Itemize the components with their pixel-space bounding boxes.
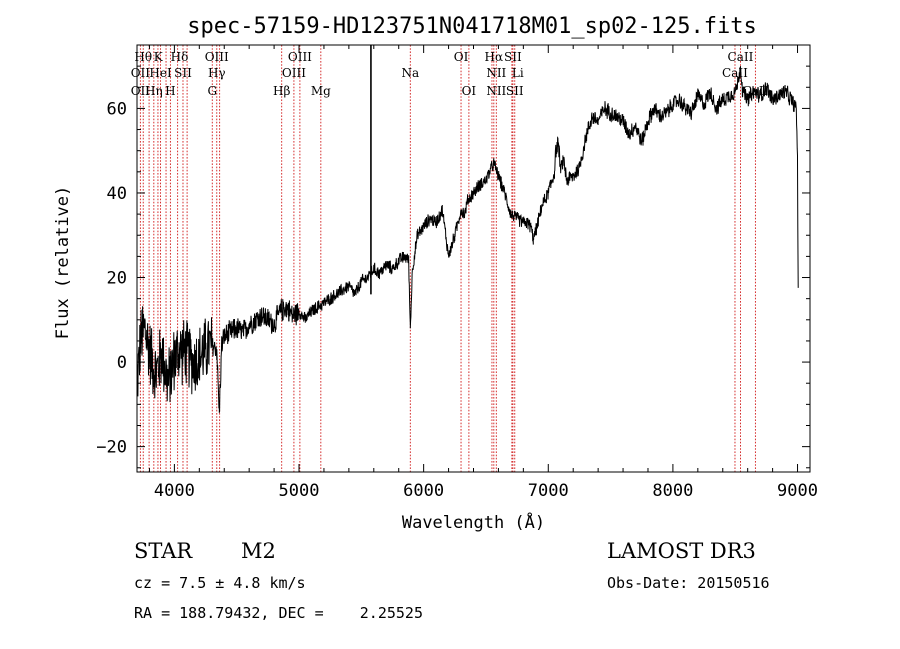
x-tick-label-5: 9000 [777,481,818,501]
spectral-line-markers [139,45,756,472]
obs-date: Obs-Date: 20150516 [607,574,770,592]
line-label-24: OI [462,84,477,98]
line-label-3: OIII [205,50,229,64]
line-label-0: Hθ [134,50,152,64]
line-label-18: OII [131,84,151,98]
line-label-23: Mg [311,84,331,98]
y-tick-label-0: −20 [96,438,127,458]
chart-title: spec-57159-HD123751N041718M01_sp02-125.f… [187,14,757,39]
spectrum-series [136,45,799,413]
object-class: STAR [134,539,193,563]
x-axis-label: Wavelength (Å) [402,511,545,533]
line-label-12: Hγ [208,66,226,80]
line-label-1: K [154,50,164,64]
line-label-9: OII [131,66,151,80]
line-label-20: H [165,84,175,98]
y-tick-label-1: 0 [117,353,127,373]
line-label-13: OIII [282,66,306,80]
line-label-6: Hα [485,50,504,64]
spectrum-line [136,66,799,413]
line-label-8: CaII [728,50,754,64]
line-label-16: Li [512,66,524,80]
line-label-19: Hη [145,84,163,98]
line-label-15: NII [486,66,506,80]
line-label-21: G [207,84,217,98]
y-axis-label: Flux (relative) [53,186,73,340]
ra-dec-coords: RA = 188.79432, DEC = 2.25525 [134,604,423,622]
x-tick-label-3: 7000 [528,481,569,501]
line-label-2: Hδ [171,50,189,64]
plot-frame [136,44,811,473]
line-label-10: HeI [149,66,172,80]
line-label-7: SII [504,50,522,64]
line-label-11: SII [174,66,192,80]
redshift-cz: cz = 7.5 ± 4.8 km/s [134,574,306,592]
x-tick-label-2: 6000 [403,481,444,501]
x-tick-label-4: 8000 [652,481,693,501]
axes: 4000 5000 6000 7000 8000 9000 −20 0 20 40 60 [96,44,818,501]
line-label-25: NII [486,84,506,98]
line-label-17: CaII [722,66,748,80]
line-label-22: Hβ [273,84,290,98]
y-tick-label-3: 40 [107,184,127,204]
line-label-14: Na [401,66,419,80]
y-tick-label-4: 60 [107,99,127,119]
line-label-26: SII [506,84,524,98]
line-label-4: OIII [288,50,312,64]
x-tick-label-1: 5000 [279,481,320,501]
object-subclass: M2 [241,539,276,563]
x-tick-label-0: 4000 [154,481,195,501]
survey-name: LAMOST DR3 [607,539,756,563]
line-label-5: OI [454,50,469,64]
y-tick-label-2: 20 [107,269,127,289]
